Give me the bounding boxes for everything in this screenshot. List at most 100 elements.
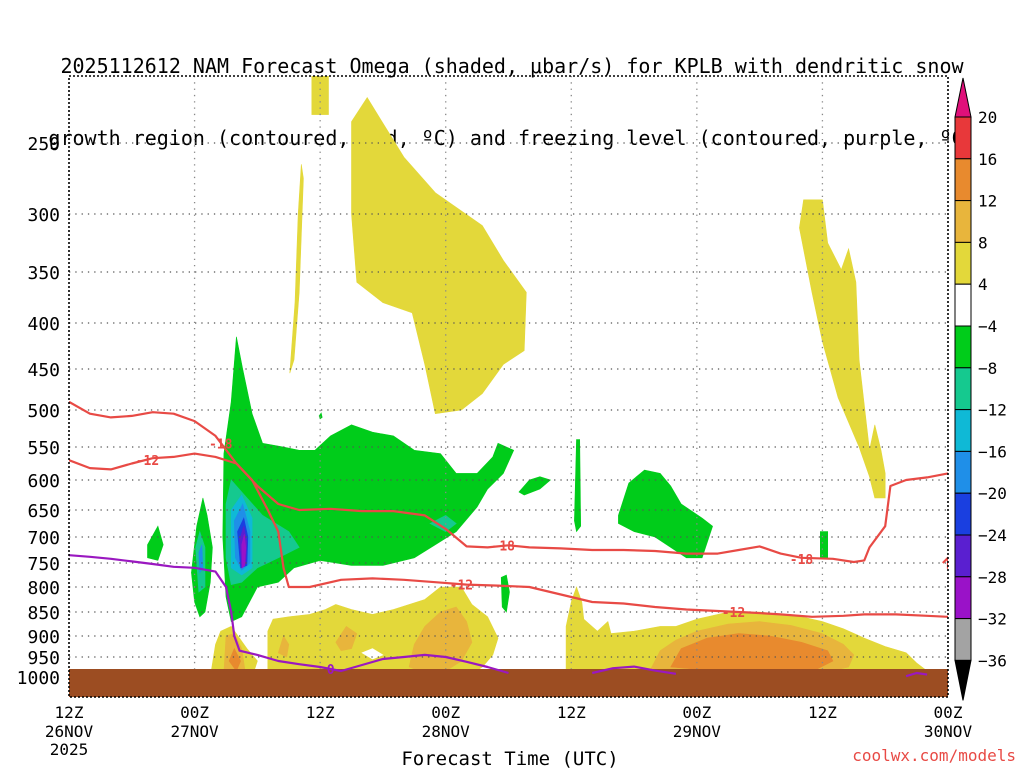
x-tick-label: 00Z bbox=[431, 703, 460, 722]
colorbar-tick-label: −4 bbox=[978, 317, 997, 336]
colorbar-bin bbox=[954, 241, 972, 285]
colorbar-bin bbox=[954, 116, 972, 160]
x-tick-year: 2025 bbox=[50, 740, 89, 759]
shade-teal-blob-36 bbox=[429, 515, 457, 532]
x-tick-label: 00Z bbox=[682, 703, 711, 722]
dendritic-contour-label: -12 bbox=[136, 454, 159, 469]
x-tick-label: 12Z bbox=[557, 703, 586, 722]
x-tick-date: 26NOV bbox=[45, 722, 94, 741]
shade-green-blob-41 bbox=[500, 574, 510, 613]
x-tick-label: 00Z bbox=[934, 703, 963, 722]
colorbar-tick-label: −32 bbox=[978, 610, 1007, 629]
y-tick-label: 1000 bbox=[17, 668, 60, 689]
colorbar-tick-label: 20 bbox=[978, 108, 997, 127]
omega-shading bbox=[147, 76, 933, 678]
shade-upper-ascent-right bbox=[799, 199, 886, 499]
freezing-contour-0c bbox=[905, 671, 928, 678]
colorbar-tick-label: −8 bbox=[978, 359, 997, 378]
shade-green-column-1 bbox=[147, 525, 164, 561]
shade-orange-low-1 bbox=[228, 647, 241, 672]
x-tick-date: 29NOV bbox=[673, 722, 722, 741]
shade-green-strip-48 bbox=[574, 439, 582, 533]
shade-gold-low-2 bbox=[277, 635, 290, 658]
y-tick-label: 750 bbox=[27, 554, 60, 575]
x-tick-label: 12Z bbox=[306, 703, 335, 722]
colorbar-bin bbox=[954, 200, 972, 243]
dendritic-contour-label: -18 bbox=[492, 539, 516, 554]
y-tick-label: 450 bbox=[27, 360, 60, 381]
colorbar-tick-label: −36 bbox=[978, 651, 1007, 670]
shade-green-blob-12z bbox=[819, 531, 829, 559]
grid-lines bbox=[69, 76, 948, 697]
dendritic-contour-label: -18 bbox=[209, 437, 233, 452]
shade-gold-low-5 bbox=[335, 625, 358, 652]
dendritic-contour-label: -12 bbox=[722, 606, 745, 621]
colorbar-bin bbox=[954, 325, 972, 369]
colorbar-bin bbox=[954, 492, 972, 536]
colorbar-tick-label: 4 bbox=[978, 275, 988, 294]
colorbar-bin bbox=[954, 618, 972, 661]
ground-layer bbox=[69, 669, 948, 697]
y-tick-label: 350 bbox=[27, 263, 60, 284]
dendritic-contour--18 bbox=[69, 400, 948, 564]
colorbar-tick-label: −12 bbox=[978, 401, 1007, 420]
y-tick-label: 500 bbox=[27, 401, 60, 422]
freezing-contour-label: 0 bbox=[327, 663, 335, 678]
y-tick-label: 850 bbox=[27, 603, 60, 624]
title-line-1: 2025112612 NAM Forecast Omega (shaded, μ… bbox=[60, 54, 964, 78]
colorbar-tick-label: −24 bbox=[978, 526, 1007, 545]
shade-upper-ascent-large bbox=[351, 97, 527, 415]
shade-purple-main bbox=[241, 534, 247, 569]
credit-text: coolwx.com/models bbox=[852, 746, 1016, 765]
contour-lines: -12 -12 -12 -18 -18 -18 0 bbox=[69, 400, 948, 678]
x-tick-date: 28NOV bbox=[422, 722, 471, 741]
colorbar-bin bbox=[954, 283, 972, 327]
colorbar-tick-label: −20 bbox=[978, 484, 1007, 503]
colorbar-tick-label: −28 bbox=[978, 568, 1007, 587]
colorbar-bin bbox=[954, 534, 972, 578]
shade-lightblue-col bbox=[198, 544, 204, 574]
colorbar-tick-label: 12 bbox=[978, 192, 997, 211]
ground-fill bbox=[69, 669, 948, 697]
y-tick-label: 950 bbox=[27, 648, 60, 669]
colorbar-tick-label: −16 bbox=[978, 442, 1007, 461]
dendritic-contour--12 bbox=[69, 452, 948, 618]
y-tick-label: 400 bbox=[27, 314, 60, 335]
plot-frame bbox=[68, 75, 949, 698]
y-tick-label: 650 bbox=[27, 501, 60, 522]
title-line-2: growth region (contoured, red, ºC) and f… bbox=[48, 126, 976, 150]
dendritic-contour--18b bbox=[942, 556, 948, 569]
y-tick-label: 550 bbox=[27, 438, 60, 459]
x-tick-label: 12Z bbox=[55, 703, 84, 722]
x-axis-label: Forecast Time (UTC) bbox=[401, 748, 618, 768]
shade-upper-ascent-strip bbox=[289, 164, 304, 374]
x-tick-label: 12Z bbox=[808, 703, 837, 722]
dendritic-contour-label: -12 bbox=[450, 579, 473, 594]
x-tick-date: 27NOV bbox=[170, 722, 219, 741]
dendritic-contour-label: -18 bbox=[790, 553, 814, 568]
shade-green-blob-53 bbox=[618, 469, 713, 559]
y-tick-label: 600 bbox=[27, 471, 60, 492]
freezing-contour-0b bbox=[591, 665, 677, 675]
y-tick-label: 900 bbox=[27, 627, 60, 648]
shade-white-gap bbox=[361, 648, 384, 660]
y-tick-label: 700 bbox=[27, 528, 60, 549]
colorbar-bin bbox=[954, 409, 972, 452]
colorbar-bin bbox=[954, 158, 972, 202]
freezing-contour-0 bbox=[69, 554, 509, 675]
colorbar-tick-label: 16 bbox=[978, 150, 997, 169]
colorbar-bin bbox=[954, 367, 972, 411]
shade-green-strip-450 bbox=[318, 412, 323, 420]
chart-title: 2025112612 NAM Forecast Omega (shaded, μ… bbox=[0, 6, 1024, 174]
omega-colorbar: 20 16 12 8 4 −4 −8 −12 −16 −20 −24 −28 −32 −36 bbox=[954, 77, 1007, 701]
y-tick-label: 300 bbox=[27, 205, 60, 226]
colorbar-tick-label: 8 bbox=[978, 233, 988, 252]
y-tick-label: 800 bbox=[27, 578, 60, 599]
colorbar-bin bbox=[954, 450, 972, 494]
colorbar-bin-bottom bbox=[954, 659, 972, 701]
x-tick-label: 00Z bbox=[180, 703, 209, 722]
x-tick-date: 30NOV bbox=[924, 722, 973, 741]
axes: 250 300 350 400 450 500 550 600 650 700 750 800 850 9… bbox=[17, 75, 973, 759]
colorbar-bin-top bbox=[954, 77, 972, 118]
